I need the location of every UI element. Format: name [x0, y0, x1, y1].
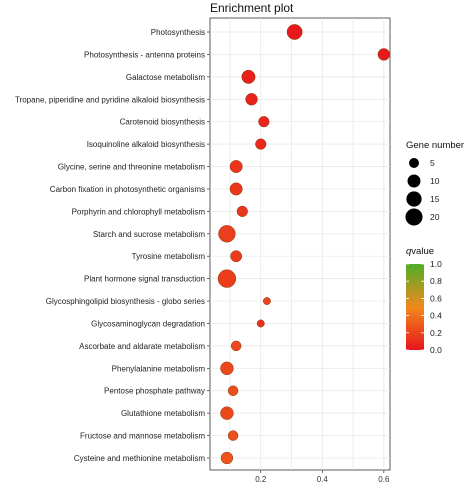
category-label: Glycine, serine and threonine metabolism — [58, 163, 206, 172]
category-label: Pentose phosphate pathway — [104, 387, 205, 396]
colorbar-tick-label: 1.0 — [430, 259, 442, 269]
colorbar-tick-label: 0.0 — [430, 345, 442, 355]
category-label: Isoquinoline alkaloid biosynthesis — [87, 140, 205, 149]
color-legend-title-value: value — [411, 246, 434, 257]
category-label: Phenylalanine metabolism — [112, 364, 206, 373]
category-label: Fructose and mannose metabolism — [80, 432, 205, 441]
category-label: Starch and sucrose metabolism — [93, 230, 205, 239]
size-legend: Gene number 5 10 15 20 — [405, 140, 464, 226]
color-legend-title: qvalue — [406, 246, 434, 257]
data-point — [255, 138, 267, 150]
data-point — [230, 250, 243, 263]
category-label: Cysteine and methionine metabolism — [74, 454, 206, 463]
colorbar-tick-label: 0.6 — [430, 293, 442, 303]
data-point — [227, 385, 239, 396]
data-point — [377, 48, 391, 61]
size-legend-dot — [407, 174, 421, 188]
category-label: Photosynthesis - antenna proteins — [84, 50, 205, 59]
category-label: Porphyrin and chlorophyll metabolism — [72, 207, 206, 216]
data-point — [258, 116, 270, 128]
category-label: Glutathione metabolism — [121, 409, 205, 418]
size-legend-dot — [406, 191, 422, 207]
size-legend-items: 5 10 15 20 — [405, 158, 440, 226]
colorbar-tick-label: 0.4 — [430, 311, 442, 321]
qvalue-colorbar — [406, 264, 424, 350]
size-legend-label: 20 — [430, 212, 440, 222]
size-legend-label: 5 — [430, 158, 435, 168]
data-point — [227, 430, 239, 441]
color-legend: qvalue 1.0 0.8 0.6 0.4 0.2 0.0 — [406, 246, 442, 355]
data-point — [263, 297, 271, 305]
data-point — [286, 24, 303, 40]
category-label: Galactose metabolism — [126, 73, 205, 82]
category-label: Tropane, piperidine and pyridine alkaloi… — [15, 95, 205, 104]
data-point — [245, 93, 258, 106]
size-legend-label: 10 — [430, 176, 440, 186]
size-legend-label: 15 — [430, 194, 440, 204]
x-tick-label: 0.2 — [255, 475, 267, 484]
category-label: Carotenoid biosynthesis — [120, 118, 205, 127]
category-label: Plant hormone signal transduction — [84, 275, 205, 284]
color-legend-title-q: q — [406, 246, 412, 257]
category-label: Glycosphingolipid biosynthesis - globo s… — [46, 297, 205, 306]
data-point — [220, 406, 234, 420]
chart-title: Enrichment plot — [210, 1, 294, 15]
data-point — [229, 182, 243, 196]
data-point — [218, 225, 236, 243]
data-point — [220, 361, 234, 376]
category-label: Ascorbate and aldarate metabolism — [79, 342, 205, 351]
grid-layer — [210, 18, 390, 470]
data-point — [241, 69, 256, 84]
data-point — [220, 451, 234, 465]
category-label: Photosynthesis — [151, 28, 205, 37]
data-point — [230, 340, 242, 352]
color-legend-ticks: 1.0 0.8 0.6 0.4 0.2 0.0 — [406, 259, 442, 355]
plot-panel — [209, 17, 391, 471]
size-legend-title: Gene number — [406, 140, 464, 151]
data-point — [236, 205, 248, 217]
x-axis-ticks: 0.2 0.4 0.6 — [255, 470, 390, 484]
size-legend-dot — [409, 158, 419, 168]
category-label: Carbon fixation in photosynthetic organi… — [50, 185, 205, 194]
x-tick-label: 0.4 — [317, 475, 329, 484]
data-points — [217, 24, 391, 465]
category-label: Tyrosine metabolism — [132, 252, 206, 261]
size-legend-dot — [405, 208, 423, 226]
data-point — [256, 319, 265, 328]
colorbar-tick-label: 0.2 — [430, 328, 442, 338]
data-point — [229, 160, 243, 173]
category-label: Glycosaminoglycan degradation — [91, 319, 205, 328]
category-labels: Photosynthesis Photosynthesis - antenna p… — [15, 28, 210, 463]
x-tick-label: 0.6 — [378, 475, 390, 484]
data-point — [217, 269, 237, 288]
colorbar-tick-label: 0.8 — [430, 276, 442, 286]
